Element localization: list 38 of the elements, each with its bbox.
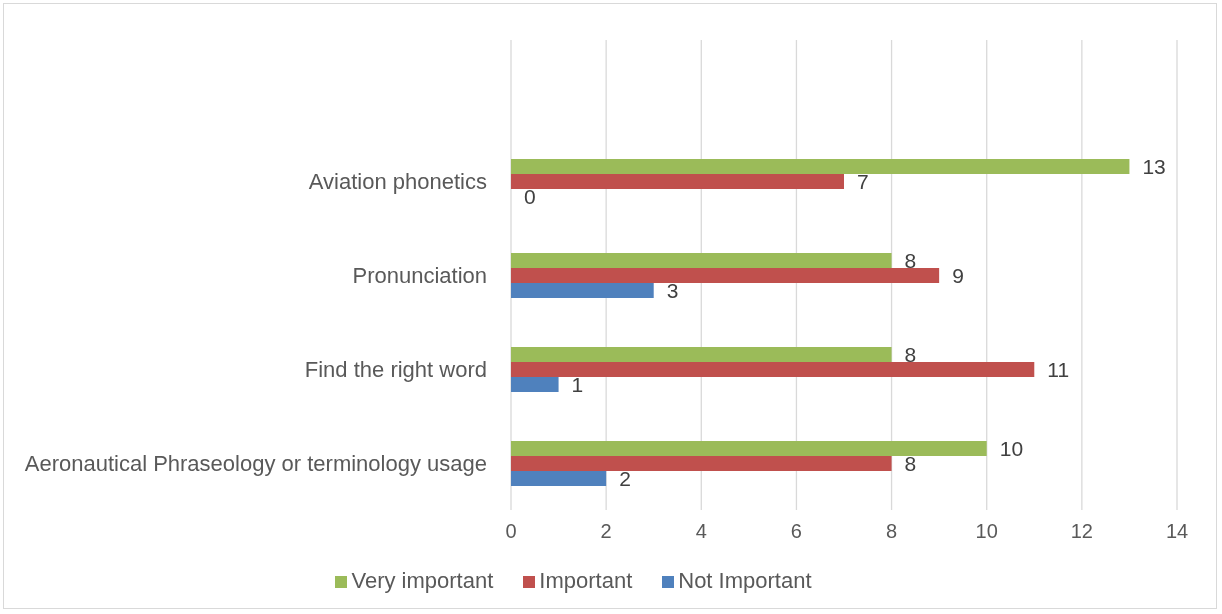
bar [511, 253, 892, 268]
x-tick-label: 6 [790, 520, 802, 543]
data-label: 3 [666, 278, 679, 302]
bar [511, 159, 1130, 174]
data-label: 8 [904, 342, 917, 366]
bar [511, 471, 607, 486]
data-label: 9 [952, 263, 964, 287]
data-label: 8 [904, 248, 917, 272]
legend-label: Very important [351, 568, 494, 593]
legend-label: Not Important [678, 568, 812, 593]
x-tick-label: 14 [1165, 520, 1189, 543]
x-tick-label: 8 [886, 520, 898, 543]
x-tick-label: 10 [975, 520, 998, 543]
bar [511, 377, 559, 392]
x-tick-label: 4 [695, 520, 707, 543]
x-tick-label: 12 [1070, 520, 1093, 543]
y-tick-label: Aeronautical Phraseology or terminology usage [24, 450, 487, 476]
data-label: 13 [1142, 154, 1166, 178]
y-tick-label: Aviation phonetics [308, 168, 487, 194]
data-label: 7 [857, 169, 869, 193]
bar [511, 268, 940, 283]
data-label: 8 [904, 451, 917, 475]
data-label: 0 [524, 184, 536, 208]
x-tick-label: 0 [505, 520, 517, 543]
bar [511, 174, 844, 189]
y-tick-label: Find the right word [304, 356, 487, 382]
y-tick-label: Pronunciation [352, 262, 487, 288]
x-tick-label: 2 [600, 520, 612, 543]
bar [511, 441, 987, 456]
bar [511, 347, 892, 362]
data-label: 1 [571, 372, 584, 396]
legend-label: Important [539, 568, 633, 593]
bar [511, 283, 654, 298]
data-label: 10 [999, 436, 1024, 460]
bar [511, 456, 892, 471]
data-label: 2 [619, 466, 631, 490]
bar [511, 362, 1035, 377]
data-label: 11 [1047, 357, 1070, 381]
